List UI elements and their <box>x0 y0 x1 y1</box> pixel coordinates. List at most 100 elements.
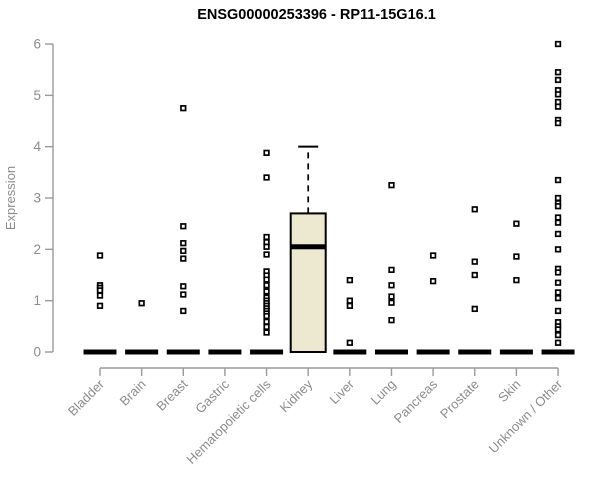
data-point <box>554 119 562 127</box>
data-point <box>263 288 270 295</box>
y-axis-title: Expression <box>3 166 18 230</box>
y-tick-label: 3 <box>33 191 41 206</box>
data-point <box>180 307 187 315</box>
data-point <box>263 149 270 156</box>
data-point <box>180 105 187 112</box>
category-label: Pancreas <box>391 376 441 426</box>
data-point <box>429 278 437 285</box>
data-point <box>180 291 187 298</box>
data-point <box>180 283 187 290</box>
zero-median-bar <box>458 349 492 355</box>
zero-median-bar <box>125 349 159 355</box>
data-point <box>513 276 520 284</box>
data-point <box>554 294 562 302</box>
data-point <box>554 230 562 238</box>
chart-title: ENSG00000253396 - RP11-15G16.1 <box>197 7 436 23</box>
data-point <box>554 203 562 210</box>
data-point <box>554 269 562 276</box>
data-point <box>554 339 562 346</box>
data-point <box>180 240 187 247</box>
data-point <box>471 271 478 279</box>
data-point <box>429 252 437 259</box>
category-label: Gastric <box>192 376 232 416</box>
y-tick-label: 0 <box>33 345 41 360</box>
zero-median-bar <box>416 349 450 355</box>
data-point <box>513 253 520 260</box>
data-point <box>388 282 395 289</box>
y-tick-label: 6 <box>33 37 41 52</box>
zero-median-bar <box>374 349 408 355</box>
data-point <box>554 69 562 76</box>
category-label: Skin <box>495 377 523 405</box>
category-label: Kidney <box>277 376 316 415</box>
data-point <box>263 276 270 283</box>
zero-median-bar <box>83 349 117 355</box>
data-point <box>513 220 520 227</box>
data-point <box>388 293 395 300</box>
data-point <box>554 214 562 221</box>
zero-median-bar <box>333 349 367 355</box>
data-point <box>180 255 187 262</box>
data-point <box>554 76 562 84</box>
y-tick-label: 4 <box>33 139 41 154</box>
data-point <box>96 302 104 309</box>
box <box>289 212 327 353</box>
y-tick-label: 1 <box>33 293 41 308</box>
data-point <box>554 279 562 286</box>
zero-median-bar <box>250 349 284 355</box>
data-point <box>554 326 562 333</box>
data-point <box>388 182 395 189</box>
data-point <box>554 331 562 339</box>
data-point <box>554 219 562 226</box>
data-point <box>346 276 353 284</box>
category-label: Prostate <box>437 377 482 422</box>
data-point <box>263 282 270 289</box>
data-point <box>263 174 270 181</box>
data-point <box>346 297 353 304</box>
data-point <box>388 266 395 274</box>
data-point <box>471 305 478 313</box>
data-point <box>388 299 395 306</box>
zero-median-bar <box>541 349 575 355</box>
data-point <box>263 233 270 241</box>
y-tick-label: 2 <box>33 242 41 257</box>
median-line <box>290 244 326 250</box>
data-point <box>554 194 562 202</box>
zero-median-bar <box>499 349 533 355</box>
category-label: Unknown / Other <box>486 376 566 456</box>
data-point <box>96 287 104 294</box>
data-point <box>554 246 562 253</box>
data-point <box>96 252 104 259</box>
category-label: Brain <box>117 377 149 409</box>
data-point <box>96 292 104 299</box>
data-point <box>263 251 270 258</box>
category-label: Lung <box>368 377 399 408</box>
data-point <box>138 300 145 307</box>
y-tick-label: 5 <box>33 88 41 103</box>
data-point <box>554 289 562 296</box>
category-label: Breast <box>153 376 190 413</box>
data-point <box>388 317 395 324</box>
data-point <box>180 247 187 255</box>
data-point <box>554 103 562 110</box>
data-point <box>180 223 187 230</box>
data-point <box>346 302 353 309</box>
category-label: Liver <box>326 376 357 407</box>
zero-median-bar <box>208 349 242 355</box>
data-point <box>263 243 270 250</box>
data-point <box>471 258 478 265</box>
category-label: Bladder <box>65 376 108 419</box>
zero-median-bar <box>166 349 200 355</box>
data-point <box>263 329 270 336</box>
data-point <box>554 307 562 315</box>
data-point <box>263 312 270 320</box>
data-point <box>554 91 562 98</box>
data-point <box>471 206 478 213</box>
data-point <box>263 323 270 330</box>
data-point <box>554 176 562 184</box>
data-point <box>263 318 270 325</box>
data-point <box>346 339 353 346</box>
data-point <box>554 40 562 48</box>
